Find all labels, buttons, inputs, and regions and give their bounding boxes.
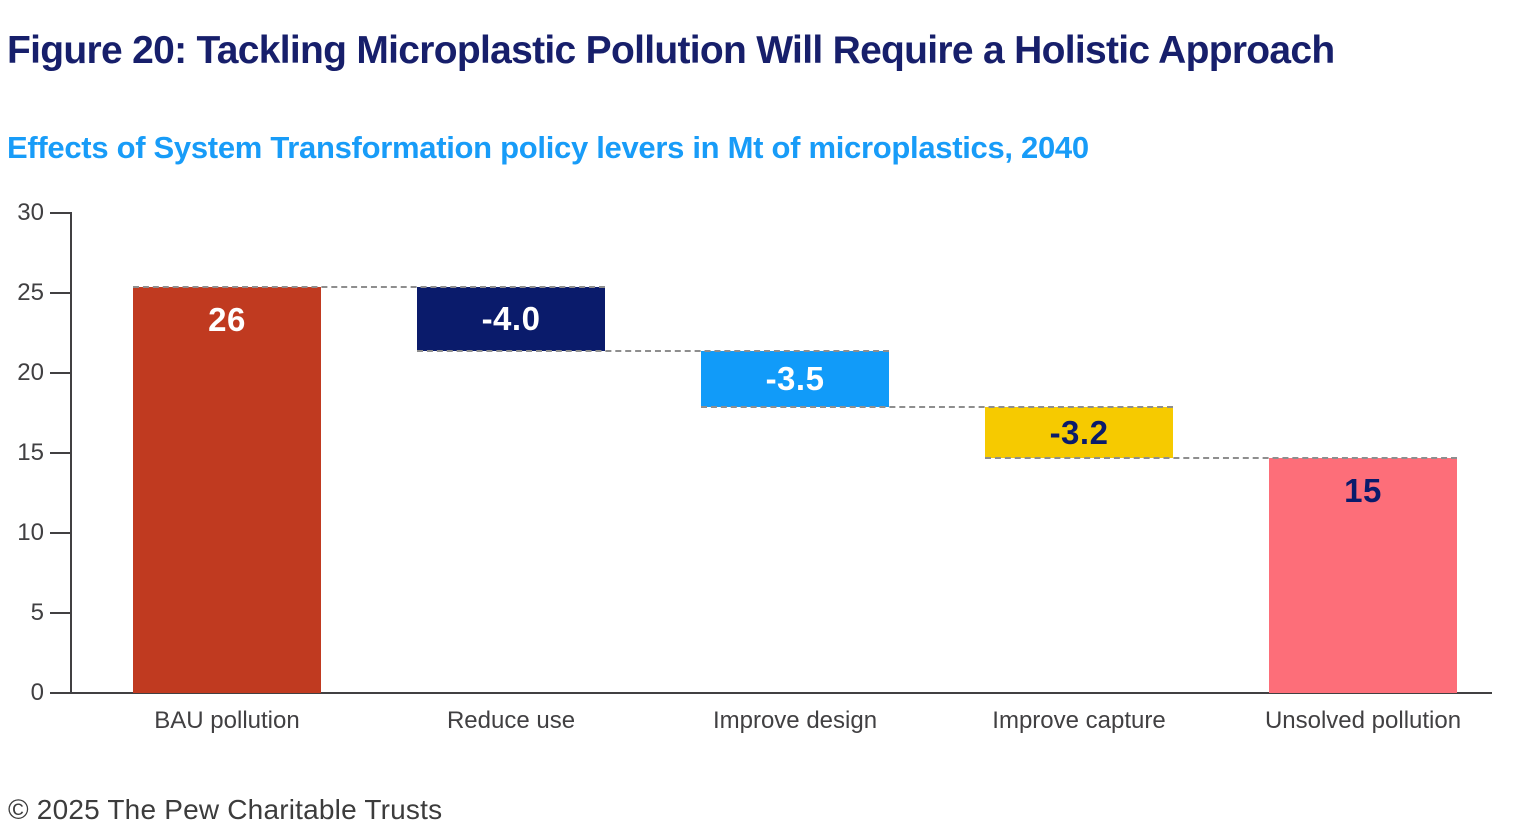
category-label: Improve capture xyxy=(992,707,1166,734)
bar-value-label: 26 xyxy=(208,300,246,338)
y-axis-tick xyxy=(50,612,72,614)
y-axis-tick-label: 25 xyxy=(17,279,44,306)
y-axis-tick xyxy=(50,372,72,374)
y-axis-tick xyxy=(50,292,72,294)
copyright-text: © 2025 The Pew Charitable Trusts xyxy=(8,794,443,825)
y-axis-tick xyxy=(50,452,72,454)
y-axis-tick-label: 10 xyxy=(17,519,44,546)
y-axis-tick xyxy=(50,692,72,694)
category-label: BAU pollution xyxy=(154,707,300,734)
bar-value-label: 15 xyxy=(1344,471,1382,509)
y-axis-tick-label: 5 xyxy=(30,599,44,626)
bar-improve-capture: -3.2 xyxy=(985,406,1173,458)
figure-subtitle: Effects of System Transformation policy … xyxy=(7,129,1089,165)
y-axis-tick xyxy=(50,532,72,534)
connector-line xyxy=(133,285,605,288)
connector-line xyxy=(701,405,1173,408)
bar-value-label: -4.0 xyxy=(481,300,541,338)
bar-bau-pollution: 26 xyxy=(133,286,321,693)
category-label: Reduce use xyxy=(446,707,576,734)
bar-value-label: -3.5 xyxy=(765,360,825,398)
bar-reduce-use: -4.0 xyxy=(417,286,605,351)
category-label: Improve design xyxy=(712,707,878,734)
x-axis-line xyxy=(50,692,1492,694)
category-label: Unsolved pollution xyxy=(1264,707,1462,734)
bar-value-label: -3.2 xyxy=(1049,413,1109,451)
connector-line xyxy=(417,349,889,352)
y-axis-tick-label: 15 xyxy=(17,439,44,466)
figure-title: Figure 20: Tackling Microplastic Polluti… xyxy=(7,29,1335,73)
y-axis-tick xyxy=(50,212,72,214)
connector-line xyxy=(985,456,1457,459)
bar-improve-design: -3.5 xyxy=(701,350,889,407)
y-axis-tick-label: 20 xyxy=(17,359,44,386)
bar-unsolved-pollution: 15 xyxy=(1269,457,1457,693)
y-axis-tick-label: 0 xyxy=(30,679,44,706)
y-axis-tick-label: 30 xyxy=(17,199,44,226)
